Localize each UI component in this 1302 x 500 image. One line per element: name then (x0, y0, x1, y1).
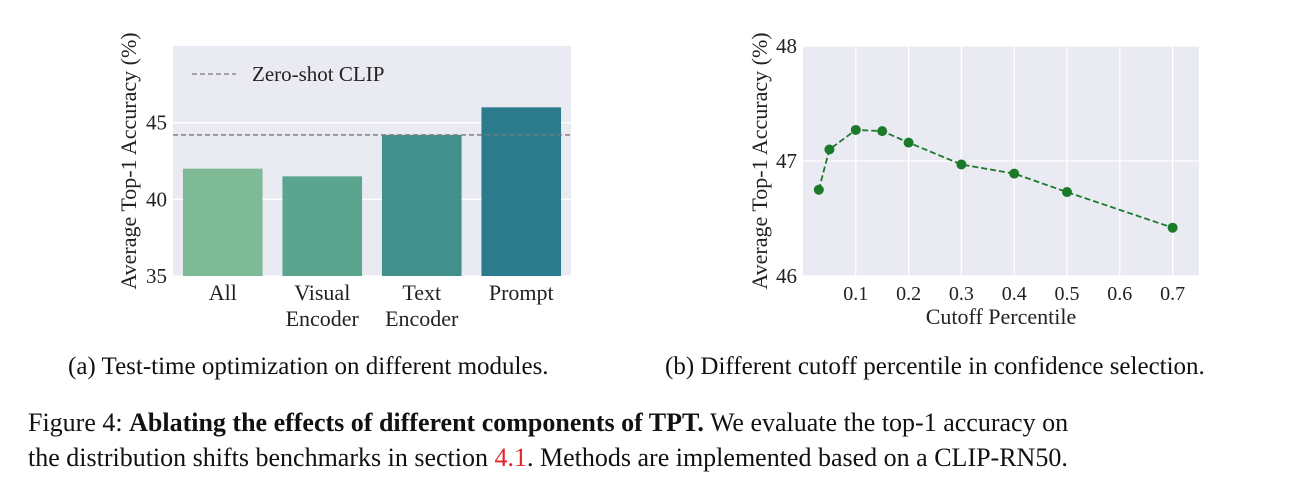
x-tick-label-b: 0.1 (843, 283, 868, 305)
y-tick-label-b: 46 (776, 264, 797, 288)
x-tick-label-a: Text (402, 280, 441, 305)
y-axis-label-a: Average Top-1 Accuracy (%) (116, 32, 141, 289)
bar (381, 134, 462, 276)
section-reference-link[interactable]: 4.1 (494, 443, 528, 472)
x-tick-label-a: Encoder (385, 306, 459, 331)
x-tick-label-b: 0.7 (1160, 283, 1185, 305)
legend-label: Zero-shot CLIP (252, 62, 384, 86)
figure-caption-text-2a: the distribution shifts benchmarks in se… (28, 443, 495, 472)
figure-label: Figure 4: (28, 408, 130, 437)
data-point (850, 124, 861, 135)
data-point (877, 126, 888, 137)
x-tick-label-b: 0.2 (896, 283, 921, 305)
y-tick-label-b: 48 (776, 34, 797, 58)
x-tick-label-b: 0.4 (1002, 283, 1027, 305)
data-point (1009, 168, 1020, 179)
y-tick-label-a: 35 (146, 264, 167, 288)
data-point (824, 144, 835, 155)
data-point (1062, 187, 1072, 198)
x-tick-label-a: Encoder (286, 306, 360, 331)
figure-caption-bold: Ablating the effects of different compon… (129, 408, 704, 437)
y-tick-label-a: 45 (146, 111, 167, 135)
x-tick-label-b: 0.3 (949, 283, 974, 305)
data-point (813, 184, 824, 195)
x-tick-label-b: 0.5 (1055, 283, 1080, 305)
x-tick-label-a: Visual (294, 280, 350, 305)
x-tick-label-b: 0.6 (1107, 283, 1132, 305)
data-point (956, 159, 967, 170)
x-tick-label-a: Prompt (489, 280, 554, 305)
x-tick-label-a: All (209, 280, 237, 305)
y-axis-label-b: Average Top-1 Accuracy (%) (747, 32, 772, 289)
figure-caption-text-1: We evaluate the top-1 accuracy on (703, 408, 1069, 437)
figure-caption-line-1: Figure 4: Ablating the effects of differ… (28, 408, 1068, 438)
data-point (1167, 222, 1178, 233)
data-point (903, 137, 914, 148)
bar (182, 168, 263, 276)
y-tick-label-a: 40 (146, 187, 167, 211)
caption-a: (a) Test-time optimization on different … (68, 353, 549, 380)
chart-b: 0.1 0.2 0.3 0.4 0.5 0.6 0.7 46 47 48 Cutoff Percen… (747, 32, 1199, 329)
x-axis-label-b: Cutoff Percentile (926, 304, 1077, 329)
figure-caption-line-2: the distribution shifts benchmarks in se… (28, 443, 1068, 473)
bar (282, 176, 363, 276)
bar (481, 107, 562, 276)
y-tick-label-b: 47 (776, 149, 797, 173)
caption-b: (b) Different cutoff percentile in confi… (665, 353, 1205, 380)
figure-caption-text-2b: . Methods are implemented based on a CLI… (527, 443, 1068, 472)
